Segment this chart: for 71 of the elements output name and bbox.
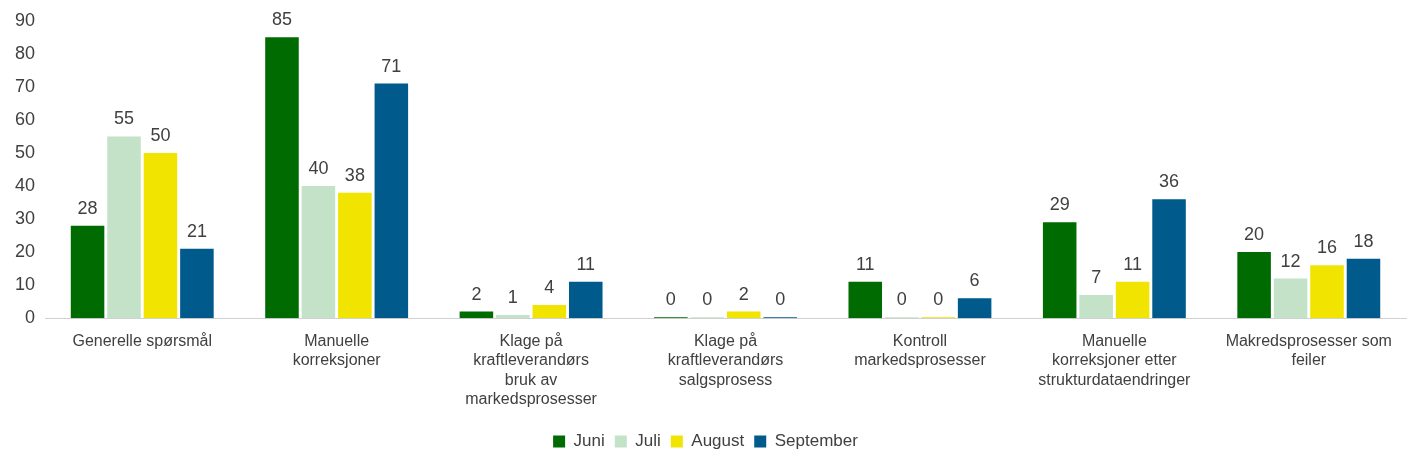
bar [301, 186, 336, 319]
x-tick-label: Kontroll markedsprosesser [854, 332, 987, 369]
data-label: 1 [507, 286, 518, 307]
bar [1079, 295, 1113, 319]
x-tick-label: Generelle spørsmål [72, 332, 213, 350]
data-label: 38 [344, 164, 365, 185]
data-label: 11 [576, 253, 596, 274]
y-tick-label: 0 [25, 307, 36, 328]
data-label: 0 [665, 289, 676, 310]
data-label: 2 [738, 283, 749, 304]
bar [957, 298, 992, 319]
legend-label: Juni [573, 431, 605, 451]
data-label: 11 [855, 253, 875, 274]
data-label: 12 [1280, 250, 1301, 271]
data-label: 21 [186, 220, 207, 241]
data-label: 6 [969, 270, 980, 291]
data-label: 71 [381, 55, 402, 76]
bar [496, 314, 530, 319]
bar [1115, 281, 1150, 319]
data-label: 29 [1049, 194, 1070, 215]
y-tick-label: 20 [14, 241, 36, 262]
legend-label: August [691, 431, 745, 451]
bar [532, 304, 567, 319]
data-label: 28 [77, 197, 98, 218]
data-label: 40 [308, 157, 329, 178]
data-label: 0 [702, 289, 713, 310]
x-tick-label: Manuelle korreksjoner etter strukturdataendringer [1038, 332, 1192, 388]
bar [1310, 265, 1344, 319]
y-tick-label: 40 [14, 174, 36, 195]
data-label: 11 [1123, 253, 1142, 274]
y-tick-label: 90 [14, 9, 36, 30]
y-tick-label: 50 [14, 141, 36, 162]
y-tick-label: 70 [14, 75, 36, 96]
data-label: 85 [271, 9, 292, 30]
bar [1346, 258, 1381, 319]
bar [1273, 278, 1308, 319]
bar [338, 192, 372, 319]
x-tick-label: Klage på kraftleverandørs salgsprosess [667, 332, 784, 388]
bar [70, 225, 105, 319]
bar [143, 152, 178, 319]
bar [265, 37, 299, 319]
bar [107, 136, 141, 319]
data-label: 55 [113, 108, 135, 129]
y-tick-label: 30 [14, 208, 36, 229]
x-tick-label: Manuelle korreksjoner [292, 332, 382, 369]
bar [848, 281, 883, 319]
data-label: 7 [1091, 267, 1102, 288]
data-label: 20 [1244, 224, 1265, 245]
data-label: 0 [933, 289, 944, 310]
data-label: 16 [1317, 237, 1338, 258]
data-label: 36 [1159, 171, 1180, 192]
bar [1042, 222, 1077, 319]
bar [726, 311, 761, 319]
x-tick-label: Klage på kraftleverandørs bruk av markedsprosesser [465, 332, 598, 407]
legend-label: September [774, 431, 859, 451]
data-label: 50 [150, 124, 171, 145]
bar [180, 248, 214, 319]
data-label: 4 [544, 276, 555, 297]
bar [374, 83, 409, 319]
x-tick-label: Makredsprosesser som feiler [1225, 332, 1392, 369]
data-label: 0 [775, 289, 786, 310]
data-label: 18 [1353, 230, 1374, 251]
legend-label: Juli [635, 431, 661, 451]
data-label: 2 [471, 283, 482, 304]
bar [1152, 199, 1186, 319]
y-tick-label: 60 [14, 108, 36, 129]
bar [569, 281, 603, 319]
y-tick-label: 10 [14, 274, 36, 295]
bar [1237, 252, 1271, 319]
y-tick-label: 80 [14, 42, 36, 63]
data-label: 0 [896, 289, 907, 310]
